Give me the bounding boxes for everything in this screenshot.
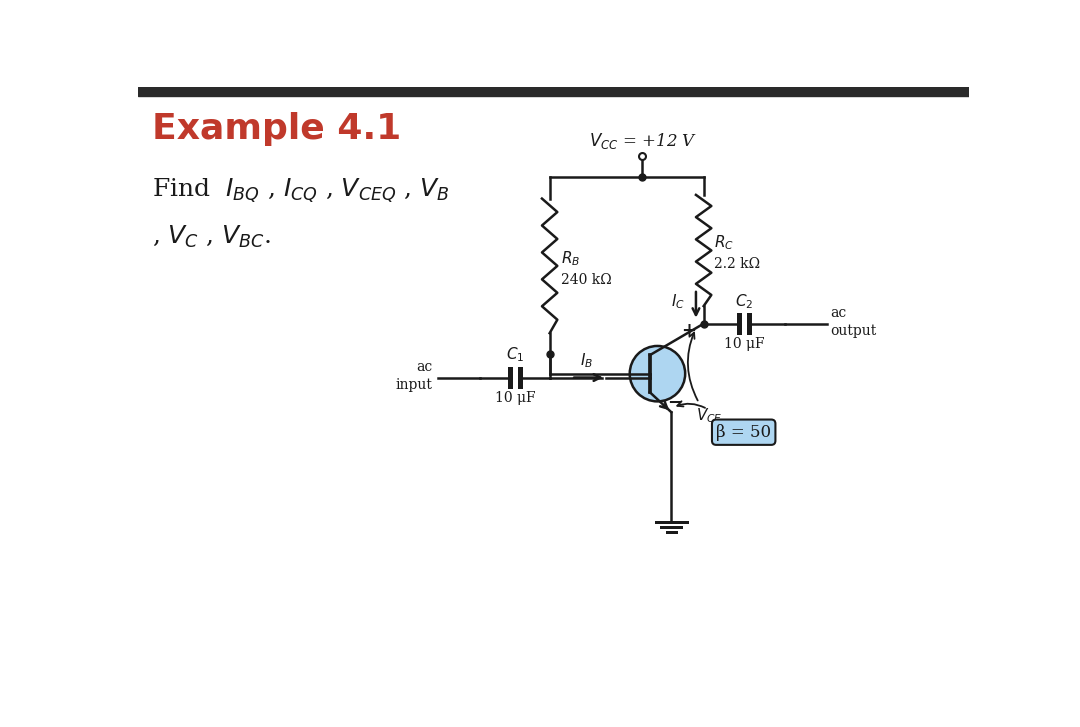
Text: $C_2$: $C_2$ — [734, 292, 753, 310]
Text: ac
output: ac output — [831, 306, 877, 338]
Text: , $V_C$ , $V_{BC}$.: , $V_C$ , $V_{BC}$. — [151, 223, 271, 250]
Text: $I_B$: $I_B$ — [580, 351, 593, 370]
Text: 2.2 kΩ: 2.2 kΩ — [715, 257, 760, 271]
Text: $R_B$: $R_B$ — [562, 249, 580, 268]
Text: 10 μF: 10 μF — [495, 391, 536, 406]
Text: Example 4.1: Example 4.1 — [151, 112, 401, 146]
Text: $V_{CC}$ = +12 V: $V_{CC}$ = +12 V — [590, 131, 698, 151]
Text: $R_C$: $R_C$ — [715, 233, 734, 252]
Text: Find  $I_{BQ}$ , $I_{CQ}$ , $V_{CEQ}$ , $V_B$: Find $I_{BQ}$ , $I_{CQ}$ , $V_{CEQ}$ , $… — [151, 177, 449, 206]
Text: β = 50: β = 50 — [716, 424, 771, 441]
Text: $I_C$: $I_C$ — [672, 293, 685, 311]
Circle shape — [630, 346, 685, 401]
Bar — [137, 87, 970, 97]
Text: +: + — [680, 322, 696, 340]
Text: −: − — [666, 394, 681, 412]
Text: $V_{CE}$: $V_{CE}$ — [696, 407, 723, 425]
Text: 240 kΩ: 240 kΩ — [562, 273, 612, 286]
Text: 10 μF: 10 μF — [724, 337, 765, 351]
Text: $C_1$: $C_1$ — [505, 346, 524, 364]
Text: ac
input: ac input — [395, 360, 433, 392]
